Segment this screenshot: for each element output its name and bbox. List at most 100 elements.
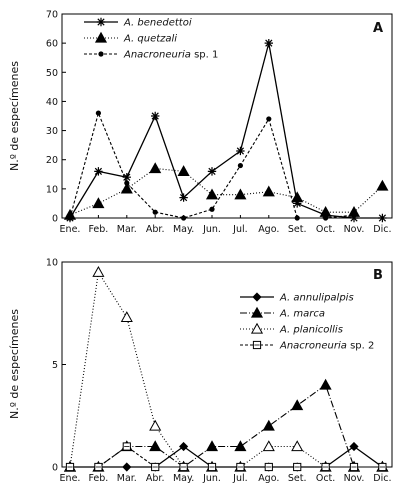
legend-label-italic: A. quetzali	[123, 34, 177, 45]
x-tick-label: Jul.	[232, 224, 247, 235]
x-tick-label: Nov.	[344, 224, 365, 235]
legend-label-italic: A. marca	[279, 309, 325, 320]
data-point-1-8	[291, 399, 304, 411]
data-point-2-8	[294, 215, 300, 221]
data-point-1-11	[376, 179, 389, 191]
series-line-0	[69, 42, 383, 219]
legend-label: Anacroneuria sp. 1	[123, 50, 218, 61]
x-tick-label: Set.	[288, 224, 307, 235]
legend-marker	[252, 292, 262, 302]
data-point-2-3	[152, 209, 158, 215]
panel-B: 0 5 10 Ene. Feb. Mar. Abr. May. Jun. Jul. Ago. Set.…	[8, 258, 393, 484]
data-point-1-7	[262, 185, 275, 197]
data-point-1-3	[149, 440, 162, 452]
data-point-0-7	[264, 38, 273, 48]
x-tick-label: May.	[173, 224, 194, 235]
legend-entry-2: A. planicollis	[240, 322, 343, 336]
x-tick-label: Set.	[288, 473, 307, 484]
legend-label-italic: Anacroneuria	[123, 50, 191, 61]
data-point-0-5	[207, 167, 217, 176]
legend-entry-0: A. benedettoi	[84, 18, 192, 29]
data-point-2-2	[124, 180, 130, 186]
y-tick-label: 10	[46, 258, 58, 269]
legend-entry-2: Anacroneuria sp. 1	[84, 50, 218, 61]
data-point-1-9	[319, 205, 332, 217]
legend-marker	[250, 322, 264, 334]
x-tick-label: Feb.	[88, 473, 108, 484]
data-point-2-2	[120, 311, 133, 323]
legend-label: Anacroneuria sp. 2	[279, 341, 374, 352]
x-tick-label: Abr.	[146, 473, 165, 484]
legend-label-italic: A. planicollis	[279, 325, 343, 336]
legend-label-italic: A. annulipalpis	[279, 293, 354, 304]
y-tick-label: 20	[46, 155, 58, 166]
y-axis-label: N.º de especímenes	[8, 61, 21, 171]
data-point-1-6	[234, 440, 247, 452]
legend-label: A. planicollis	[279, 325, 343, 336]
legend-marker	[94, 31, 108, 43]
series-line-2	[69, 111, 355, 219]
data-point-0-8	[293, 199, 302, 208]
y-axis-label: N.º de especímenes	[8, 309, 21, 419]
data-point-2-3	[149, 419, 162, 431]
y-tick-label: 10	[46, 184, 58, 195]
legend-entry-3: Anacroneuria sp. 2	[240, 341, 374, 352]
data-point-2-4	[181, 215, 187, 221]
data-point-2-8	[291, 440, 304, 452]
legend-label-rest: sp. 1	[191, 50, 218, 61]
x-tick-label: Feb.	[88, 224, 108, 235]
data-point-0-3	[151, 111, 160, 121]
data-point-0-10	[349, 441, 359, 452]
y-tick-label: 50	[46, 68, 58, 79]
legend-label: A. benedettoi	[123, 18, 192, 29]
x-tick-label: Nov.	[344, 473, 365, 484]
legend-label: A. marca	[279, 309, 325, 320]
legend-marker	[96, 17, 106, 27]
data-point-1-1	[92, 197, 105, 209]
data-point-2-7	[266, 116, 272, 122]
data-point-0-2	[122, 173, 131, 182]
legend-entry-0: A. annulipalpis	[240, 292, 354, 304]
x-tick-label: Mar.	[117, 473, 137, 484]
data-point-2-1	[95, 110, 101, 116]
x-tick-label: Dic.	[373, 224, 391, 235]
legend-label: A. quetzali	[123, 34, 177, 45]
data-point-2-5	[209, 206, 215, 212]
legend-entry-1: A. marca	[240, 306, 325, 320]
x-tick-label: Jun.	[202, 224, 221, 235]
data-point-1-3	[149, 162, 162, 174]
data-point-0-2	[122, 462, 132, 472]
y-tick-label: 5	[52, 360, 58, 371]
series-2	[67, 110, 357, 221]
data-point-1-8	[291, 191, 304, 203]
plot-frame	[61, 13, 393, 219]
x-tick-label: May.	[173, 473, 194, 484]
legend-marker	[98, 51, 104, 57]
data-point-1-9	[319, 378, 332, 390]
data-point-0-4	[179, 441, 189, 452]
x-tick-label: Mar.	[117, 224, 137, 235]
series-1	[63, 162, 389, 220]
panel-letter: A	[373, 21, 383, 36]
x-tick-label: Dic.	[373, 473, 391, 484]
panel-letter: B	[373, 268, 383, 283]
legend-label-italic: Anacroneuria	[279, 341, 347, 352]
y-tick-label: 30	[46, 126, 58, 137]
data-point-2-0	[67, 215, 73, 221]
legend-label: A. annulipalpis	[279, 293, 354, 304]
data-point-1-2	[120, 182, 133, 194]
data-point-0-10	[349, 213, 359, 223]
legend-label-rest: sp. 2	[347, 341, 374, 352]
x-tick-label: Oct.	[316, 473, 335, 484]
panel-A: 0 10 20 30 40 50 60 70 Ene. Feb. Mar. Abr. May. Jun. J…	[8, 10, 393, 235]
x-tick-label: Ago.	[258, 224, 279, 235]
legend-label-italic: A. benedettoi	[123, 18, 192, 29]
data-point-2-9	[323, 215, 329, 221]
data-point-0-4	[179, 193, 188, 202]
x-tick-label: Jun.	[202, 473, 221, 484]
y-tick-label: 40	[46, 97, 58, 108]
series-3	[65, 442, 387, 472]
series-line-1	[70, 384, 383, 468]
data-point-0-11	[378, 213, 387, 223]
